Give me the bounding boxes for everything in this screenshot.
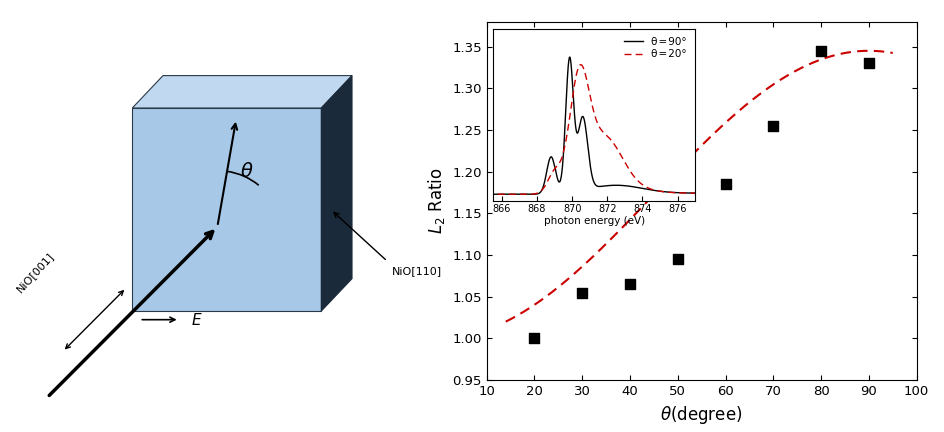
Polygon shape <box>132 108 321 311</box>
Polygon shape <box>321 76 351 311</box>
Text: $E$: $E$ <box>191 311 203 328</box>
Y-axis label: $L_2$ Ratio: $L_2$ Ratio <box>425 168 447 234</box>
X-axis label: $\theta$(degree): $\theta$(degree) <box>660 403 742 426</box>
Point <box>622 281 637 288</box>
Text: NiO[110]: NiO[110] <box>392 266 442 276</box>
Text: $\theta$: $\theta$ <box>240 162 253 181</box>
Point <box>574 289 589 296</box>
Polygon shape <box>132 76 351 108</box>
Point <box>813 48 828 54</box>
Point <box>765 122 780 129</box>
Point <box>527 335 542 342</box>
Point <box>717 181 733 187</box>
Point <box>860 60 875 67</box>
Point <box>669 256 684 263</box>
Text: NiO[001]: NiO[001] <box>14 250 56 294</box>
